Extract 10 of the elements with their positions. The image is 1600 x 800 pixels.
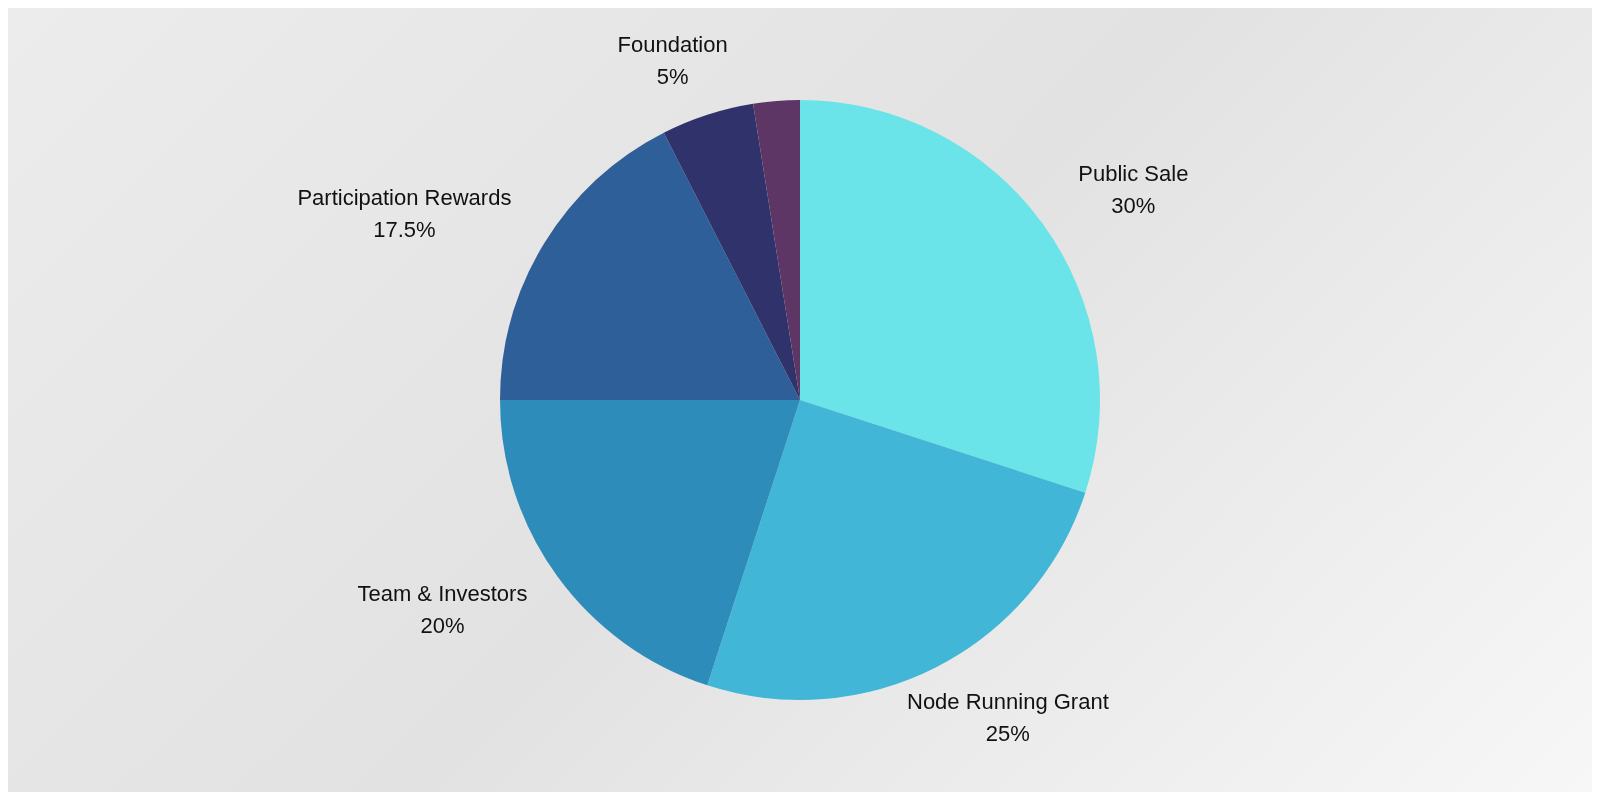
slice-label: Node Running Grant (906, 689, 1109, 715)
data-label: 17.5% (373, 216, 436, 242)
slice-label: Team & Investors (357, 580, 528, 606)
data-label: 5% (656, 63, 689, 89)
slice-label: Participation Rewards (297, 184, 512, 210)
slice-label: Public Sale (1078, 161, 1189, 187)
slice-label: Foundation (617, 31, 728, 57)
data-label: 25% (985, 721, 1030, 747)
data-label: 20% (420, 612, 465, 638)
data-label: 30% (1111, 193, 1156, 219)
